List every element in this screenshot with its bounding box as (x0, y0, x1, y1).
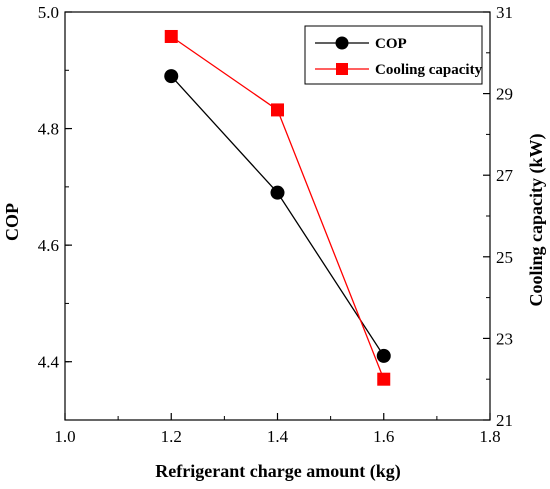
y-left-tick-label: 4.6 (38, 236, 59, 255)
data-point-cop (376, 348, 391, 363)
data-point-cooling-capacity (164, 29, 178, 43)
x-tick-label: 1.4 (267, 427, 289, 446)
y-right-tick-label: 27 (496, 166, 514, 185)
data-point-cooling-capacity (377, 372, 391, 386)
data-point-cop (164, 69, 179, 84)
legend-label-cop: COP (375, 36, 407, 52)
axis-tick-labels: 1.0 1.2 1.4 1.6 1.8 4.4 4.6 4.8 5.0 21 23 25 27 29 31 (38, 3, 514, 446)
y-left-tick-label: 4.8 (38, 120, 59, 139)
legend-label-cooling-capacity: Cooling capacity (375, 62, 483, 78)
x-tick-label: 1.0 (54, 427, 75, 446)
axis-ticks (64, 11, 491, 421)
legend-marker-cop (335, 36, 349, 50)
y-left-tick-label: 5.0 (38, 3, 59, 22)
y-right-axis-title: Cooling capacity (kW) (526, 133, 547, 306)
y-left-axis-title: COP (2, 203, 22, 241)
data-point-cop (270, 185, 285, 200)
y-right-tick-label: 31 (496, 3, 513, 22)
y-right-tick-label: 25 (496, 248, 513, 267)
y-right-tick-label: 23 (496, 329, 513, 348)
legend: COP Cooling capacity (304, 25, 483, 85)
x-tick-label: 1.6 (373, 427, 394, 446)
series-line-cop (170, 75, 385, 357)
series-line-cooling-capacity (170, 35, 385, 380)
series-markers (164, 29, 391, 386)
legend-box (304, 25, 483, 85)
y-left-tick-label: 4.4 (38, 353, 60, 372)
series-lines (170, 35, 385, 380)
y-right-tick-label: 29 (496, 85, 513, 104)
y-right-tick-label: 21 (496, 411, 513, 430)
legend-marker-cooling-capacity (336, 63, 348, 75)
x-tick-label: 1.2 (161, 427, 182, 446)
x-tick-label: 1.8 (479, 427, 500, 446)
data-point-cooling-capacity (271, 103, 284, 117)
x-axis-title: Refrigerant charge amount (kg) (155, 461, 400, 482)
